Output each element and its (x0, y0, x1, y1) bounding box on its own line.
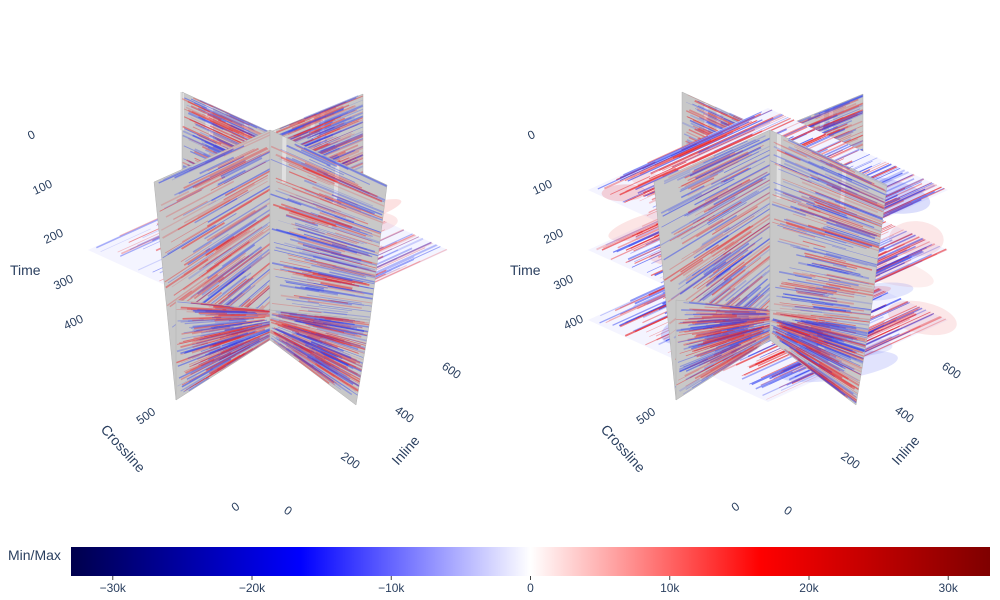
colorbar-tick-label: 10k (660, 581, 680, 595)
inline-wall-front (769, 129, 888, 321)
colorbar-tick-label: 20k (799, 581, 819, 595)
crossline-wall-lower (175, 299, 271, 401)
crossline-tick-label: 0 (729, 499, 743, 514)
inline-wall-front (269, 129, 388, 321)
colorbar-tick-label: 0 (527, 581, 534, 595)
inline-tick-label: 600 (439, 359, 464, 382)
colorbar-title: Min/Max (8, 547, 61, 563)
inline-tick-label: 400 (392, 403, 417, 426)
inline-axis-title: Inline (888, 432, 922, 468)
crossline-tick-label: 0 (229, 499, 243, 514)
time-tick-label: 400 (561, 311, 585, 332)
inline-axis-title: Inline (388, 432, 422, 468)
time-tick-label: 0 (25, 127, 37, 143)
colorbar-tick-label: −10k (378, 581, 405, 595)
crossline-tick-label: 500 (634, 404, 659, 427)
time-axis-title: Time (510, 262, 541, 278)
colorbar-gradient (71, 547, 990, 576)
time-tick-label: 300 (51, 271, 75, 292)
inline-tick-label: 0 (281, 503, 295, 518)
colorbar-tick-label: −20k (239, 581, 266, 595)
crossline-axis-title: Crossline (98, 421, 149, 475)
inline-tick-label: 200 (338, 449, 363, 472)
time-tick-label: 100 (530, 176, 554, 197)
time-tick-label: 300 (551, 271, 575, 292)
colorbar: Min/Max −30k −20k −10k 0 10k 20k 30k (8, 547, 990, 595)
time-tick-label: 200 (541, 225, 565, 246)
time-tick-label: 200 (41, 225, 65, 246)
colorbar-tick-label: −30k (100, 581, 127, 595)
crossline-axis-title: Crossline (598, 421, 649, 475)
inline-tick-label: 200 (838, 449, 863, 472)
colorbar-ticks: −30k −20k −10k 0 10k 20k 30k (100, 576, 959, 595)
time-tick-label: 100 (30, 176, 54, 197)
time-axis-title: Time (10, 262, 41, 278)
time-tick-label: 400 (61, 311, 85, 332)
colorbar-tick-label: 30k (939, 581, 959, 595)
time-tick-label: 0 (525, 127, 537, 143)
inline-wall-lower (769, 309, 871, 406)
inline-wall-lower (269, 309, 371, 406)
inline-tick-label: 600 (939, 359, 964, 382)
inline-tick-label: 0 (781, 503, 795, 518)
crossline-tick-label: 500 (134, 404, 159, 427)
inline-tick-label: 400 (892, 403, 917, 426)
